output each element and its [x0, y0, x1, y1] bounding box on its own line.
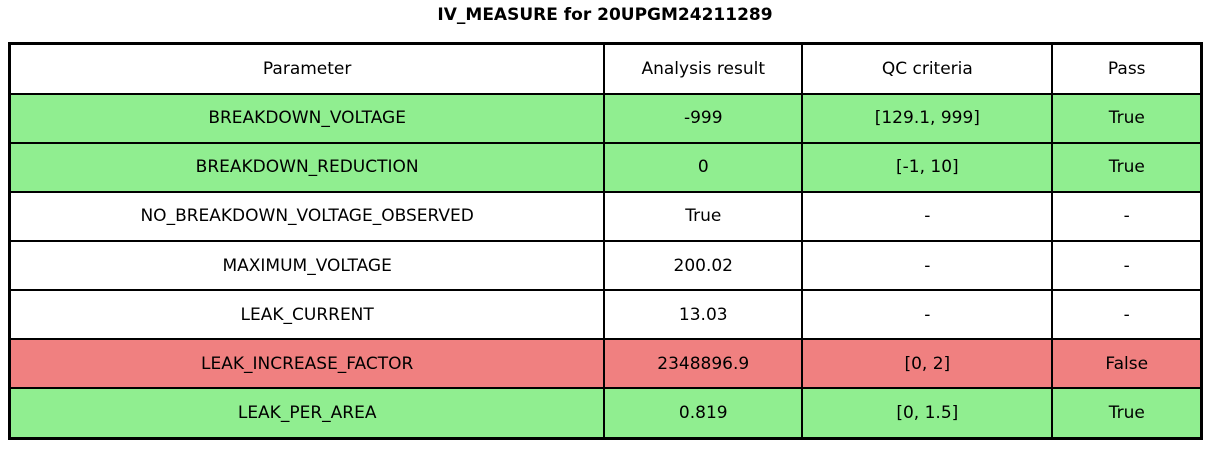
qc-results-table: Parameter Analysis result QC criteria Pa… — [8, 42, 1203, 440]
figure-title: IV_MEASURE for 20UPGM24211289 — [437, 5, 773, 25]
table-row: LEAK_PER_AREA 0.819 [0, 1.5] True — [8, 387, 1203, 440]
cell-qc-criteria: - — [801, 239, 1054, 292]
table-row: BREAKDOWN_VOLTAGE -999 [129.1, 999] True — [8, 92, 1203, 144]
cell-pass: True — [1051, 387, 1203, 440]
cell-parameter: LEAK_INCREASE_FACTOR — [8, 338, 606, 390]
cell-qc-criteria: [0, 2] — [801, 338, 1054, 390]
table-row: LEAK_INCREASE_FACTOR 2348896.9 [0, 2] Fa… — [8, 338, 1203, 390]
cell-analysis-result: 2348896.9 — [603, 338, 804, 390]
cell-qc-criteria: [0, 1.5] — [801, 387, 1054, 440]
cell-pass: - — [1051, 239, 1203, 292]
cell-pass: False — [1051, 338, 1203, 390]
table-row: LEAK_CURRENT 13.03 - - — [8, 289, 1203, 341]
cell-analysis-result: 200.02 — [603, 239, 804, 292]
cell-qc-criteria: - — [801, 190, 1054, 242]
cell-pass: True — [1051, 92, 1203, 144]
table-row: MAXIMUM_VOLTAGE 200.02 - - — [8, 239, 1203, 292]
column-header-parameter: Parameter — [8, 42, 606, 95]
column-header-qc-criteria: QC criteria — [801, 42, 1054, 95]
table-header-row: Parameter Analysis result QC criteria Pa… — [8, 42, 1203, 95]
cell-pass: - — [1051, 289, 1203, 341]
cell-analysis-result: 13.03 — [603, 289, 804, 341]
cell-parameter: LEAK_PER_AREA — [8, 387, 606, 440]
cell-parameter: LEAK_CURRENT — [8, 289, 606, 341]
cell-parameter: BREAKDOWN_VOLTAGE — [8, 92, 606, 144]
cell-qc-criteria: - — [801, 289, 1054, 341]
cell-parameter: MAXIMUM_VOLTAGE — [8, 239, 606, 292]
cell-parameter: BREAKDOWN_REDUCTION — [8, 141, 606, 193]
table-row: BREAKDOWN_REDUCTION 0 [-1, 10] True — [8, 141, 1203, 193]
table-row: NO_BREAKDOWN_VOLTAGE_OBSERVED True - - — [8, 190, 1203, 242]
cell-analysis-result: 0.819 — [603, 387, 804, 440]
cell-analysis-result: 0 — [603, 141, 804, 193]
column-header-pass: Pass — [1051, 42, 1203, 95]
cell-analysis-result: True — [603, 190, 804, 242]
column-header-analysis-result: Analysis result — [603, 42, 804, 95]
cell-pass: True — [1051, 141, 1203, 193]
cell-qc-criteria: [129.1, 999] — [801, 92, 1054, 144]
cell-analysis-result: -999 — [603, 92, 804, 144]
cell-pass: - — [1051, 190, 1203, 242]
cell-qc-criteria: [-1, 10] — [801, 141, 1054, 193]
cell-parameter: NO_BREAKDOWN_VOLTAGE_OBSERVED — [8, 190, 606, 242]
